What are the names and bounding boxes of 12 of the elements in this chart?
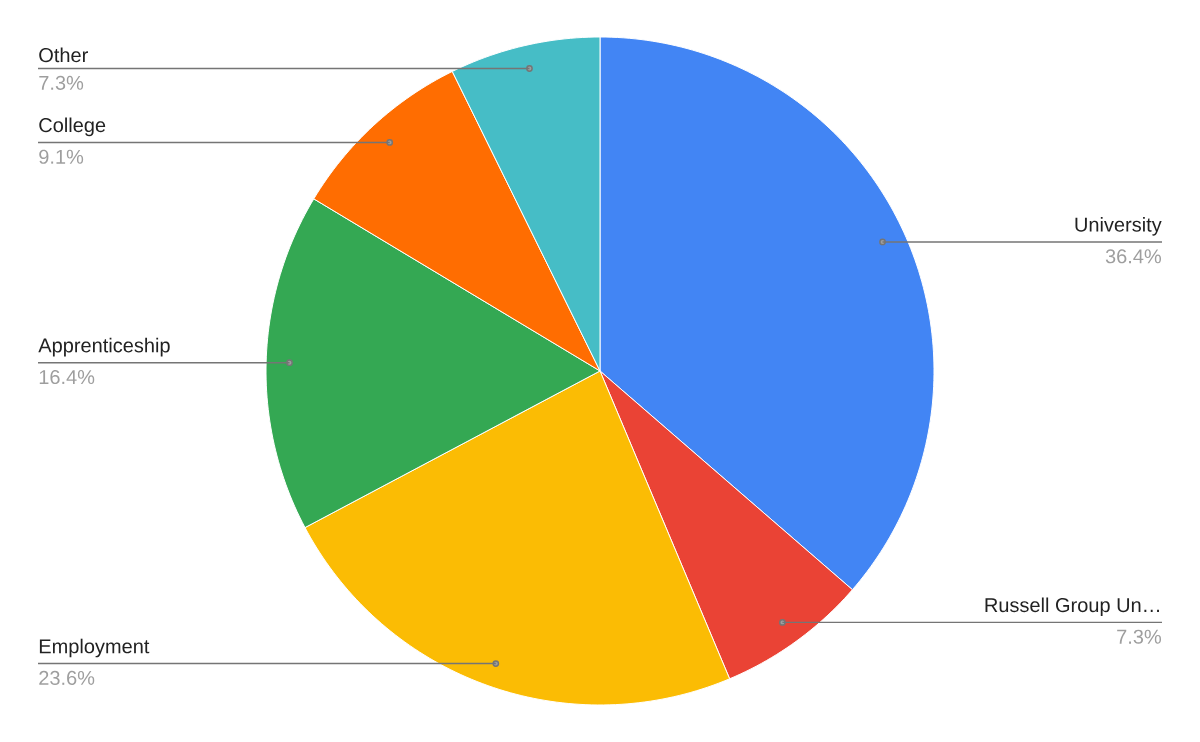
slice-label: Other: [39, 47, 88, 63]
data-label: 36.4%: [1105, 249, 1162, 264]
slice-label: Apprenticeship: [38, 337, 170, 357]
data-label: 9.1%: [39, 149, 84, 164]
slice-label: Employment: [39, 638, 150, 658]
data-label: 16.4%: [39, 369, 95, 385]
slice-label: University: [1075, 217, 1162, 236]
data-label: 23.6%: [39, 670, 95, 686]
slice-label: College: [39, 117, 106, 137]
slice-label: Russell Group Un…: [985, 597, 1159, 617]
data-label: 7.3%: [1117, 629, 1162, 644]
data-label: 7.3%: [39, 75, 84, 90]
